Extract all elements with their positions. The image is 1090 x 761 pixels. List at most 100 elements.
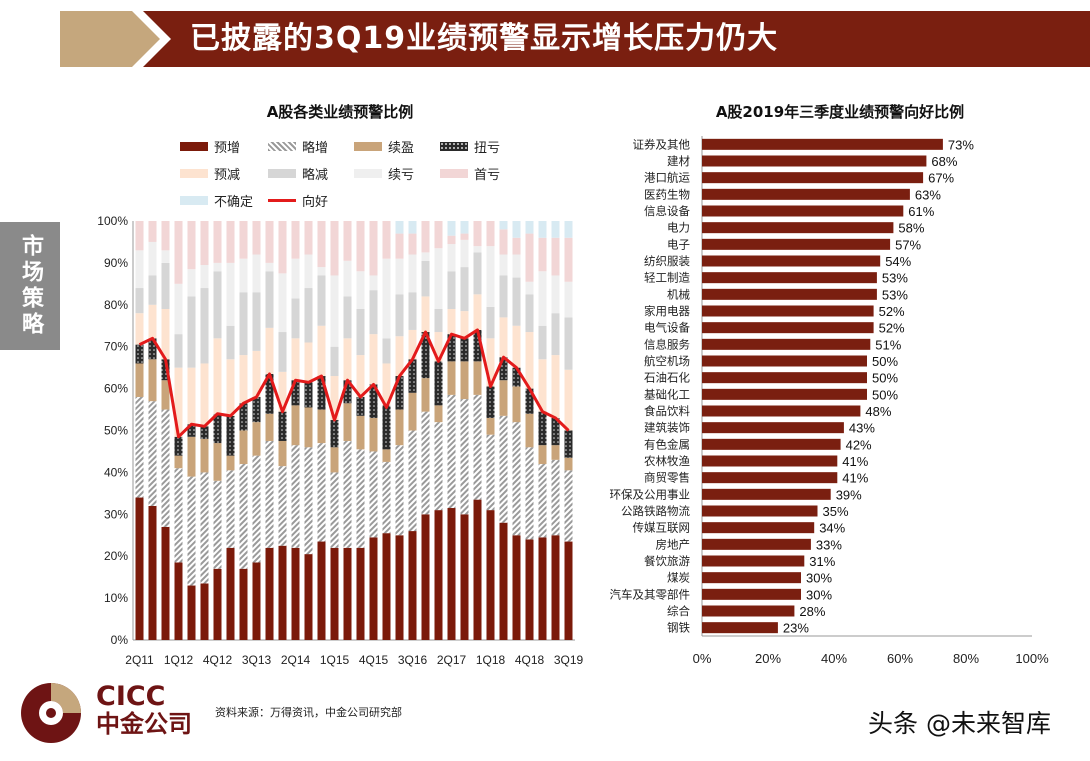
legend-label: 续盈 [388, 141, 415, 156]
bar-segment-略减 [421, 260, 430, 297]
data-label: 34% [819, 521, 845, 536]
bar-segment-预增 [421, 514, 430, 640]
bar-segment-预减 [239, 355, 248, 404]
bar-segment-续盈 [356, 415, 365, 450]
bar-segment-首亏 [382, 221, 391, 259]
bar-segment-首亏 [148, 221, 157, 242]
bar-segment-略增 [278, 466, 287, 546]
bar-segment-扭亏 [304, 382, 313, 408]
left-chart-title: A股各类业绩预警比例 [266, 103, 414, 121]
x-tick-label: 3Q19 [554, 653, 584, 667]
bar-segment-续盈 [200, 438, 209, 473]
bar-segment-续亏 [239, 258, 248, 293]
bar-segment-扭亏 [135, 344, 144, 364]
legend-label: 扭亏 [474, 141, 501, 156]
bar-segment-续盈 [343, 403, 352, 441]
left-stacked-bar-chart: 0% 10% 20% 30% 40% 50% 60% 70% 80% 90% 100% 2Q11 1Q1… [97, 214, 584, 667]
bar [702, 305, 874, 317]
bar-segment-略减 [551, 313, 560, 356]
category-label: 煤炭 [667, 572, 690, 585]
bar [702, 138, 943, 150]
bar-segment-略增 [512, 422, 521, 536]
bar-segment-扭亏 [187, 424, 196, 437]
legend-label: 不确定 [214, 195, 254, 210]
bar [702, 188, 910, 200]
bar-segment-续盈 [161, 380, 170, 410]
bar-segment-预增 [161, 526, 170, 640]
category-label: 公路铁路物流 [621, 504, 690, 518]
bar-segment-预增 [395, 535, 404, 640]
bar-segment-预减 [278, 371, 287, 412]
bar-segment-不确定 [564, 221, 573, 238]
source-note: 资料来源：万得资讯，中金公司研究部 [215, 706, 402, 719]
bar-segment-预减 [174, 367, 183, 437]
bar-segment-续盈 [421, 378, 430, 412]
bar-segment-略减 [512, 277, 521, 326]
legend-item: 续盈 [354, 137, 414, 156]
legend-label: 续亏 [388, 168, 415, 183]
bar-segment-续盈 [499, 380, 508, 416]
data-label: 54% [885, 254, 911, 269]
bar-segment-扭亏 [551, 417, 560, 446]
bar-segment-略减 [564, 317, 573, 370]
bar-segment-预减 [135, 313, 144, 345]
bar-segment-续盈 [564, 457, 573, 471]
bar-segment-略减 [239, 292, 248, 356]
x-tick-label: 4Q12 [203, 653, 233, 667]
bar-segment-略增 [421, 411, 430, 515]
bar-segment-略增 [551, 459, 560, 536]
category-label: 农林牧渔 [644, 454, 690, 468]
bar-segment-首亏 [239, 221, 248, 259]
x-tick-label: 1Q12 [164, 653, 194, 667]
header-banner [143, 11, 1090, 67]
legend-item: 略增 [268, 137, 328, 156]
data-label: 52% [879, 321, 905, 336]
data-label: 58% [898, 221, 924, 236]
bar [702, 355, 867, 367]
bar-segment-扭亏 [473, 329, 482, 362]
bar-segment-首亏 [265, 221, 274, 263]
bar [702, 322, 874, 334]
bar [702, 205, 904, 217]
bar-segment-扭亏 [395, 376, 404, 410]
bar-segment-预增 [343, 547, 352, 640]
bar-segment-不确定 [408, 221, 417, 234]
bar-segment-扭亏 [460, 338, 469, 362]
bar-segment-略减 [538, 325, 547, 360]
bar-segment-扭亏 [538, 411, 547, 446]
bar [702, 405, 861, 417]
bar-segment-续亏 [356, 271, 365, 309]
bar-segment-续亏 [187, 269, 196, 297]
bar-segment-略增 [265, 440, 274, 548]
data-label: 50% [872, 371, 898, 386]
x-tick-label: 2Q17 [437, 653, 467, 667]
y-tick-label: 30% [104, 507, 128, 521]
category-label: 电力 [667, 222, 690, 235]
bar-segment-预减 [551, 355, 560, 418]
bar-segment-续亏 [278, 273, 287, 333]
bar-segment-续亏 [421, 252, 430, 261]
bar-segment-预增 [447, 508, 456, 640]
data-label: 53% [882, 271, 908, 286]
bar-segment-不确定 [551, 221, 560, 238]
data-label: 68% [931, 154, 957, 169]
bar-segment-首亏 [512, 237, 521, 255]
bar-segment-扭亏 [330, 420, 339, 448]
bar [702, 388, 867, 400]
bar-segment-预减 [265, 327, 274, 374]
data-label: 50% [872, 354, 898, 369]
x-tick-label: 80% [953, 651, 979, 666]
bar-segment-预增 [369, 537, 378, 640]
bar-segment-续盈 [317, 409, 326, 444]
bar-segment-首亏 [343, 221, 352, 261]
bar-segment-略减 [395, 294, 404, 337]
category-label: 汽车及其零部件 [610, 587, 691, 601]
legend-item: 扭亏 [440, 137, 500, 156]
bar-segment-续盈 [135, 363, 144, 397]
y-tick-label: 0% [111, 633, 129, 647]
bar-segment-扭亏 [317, 376, 326, 410]
watermark: 头条 @未来智库 [868, 709, 1051, 738]
bar-segment-略增 [226, 470, 235, 548]
right-chart-title: A股2019年三季度业绩预警向好比例 [715, 103, 965, 121]
